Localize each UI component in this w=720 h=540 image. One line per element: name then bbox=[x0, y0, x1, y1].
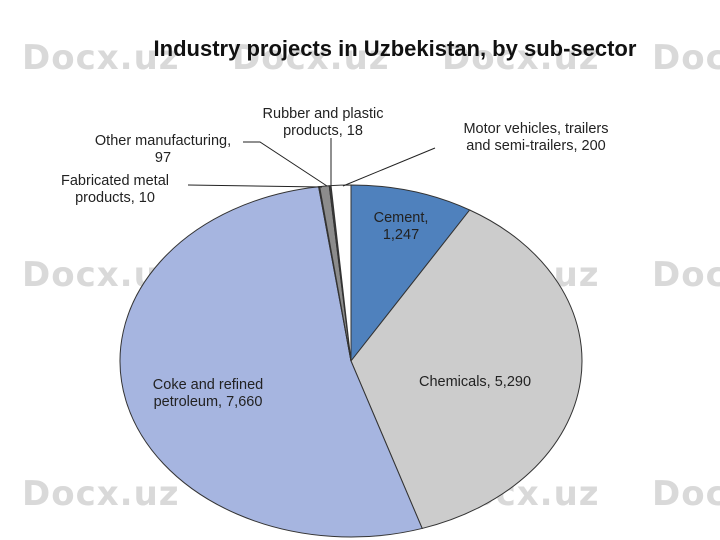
watermark: Docx.uz bbox=[652, 474, 720, 514]
watermark: Docx.uz bbox=[442, 38, 600, 78]
leader-line bbox=[243, 141, 328, 187]
slice-label: Fabricated metal products, 10 bbox=[61, 173, 169, 206]
slice-label: Other manufacturing, 97 bbox=[95, 133, 231, 166]
pie-slice bbox=[119, 186, 423, 538]
watermark: Docx.uz bbox=[22, 474, 180, 514]
watermark: Docx.uz bbox=[652, 255, 720, 295]
slice-label: Motor vehicles, trailers and semi-trailer… bbox=[463, 121, 608, 154]
chart-title: Industry projects in Uzbekistan, by sub-… bbox=[153, 36, 637, 61]
slice-label: Coke and refined petroleum, 7,660 bbox=[153, 377, 263, 410]
slice-label: Chemicals, 5,290 bbox=[419, 374, 531, 390]
pie-slice bbox=[350, 184, 471, 363]
leader-line bbox=[187, 184, 323, 188]
leader-line bbox=[342, 147, 436, 187]
slice-label: Rubber and plastic products, 18 bbox=[263, 106, 384, 139]
slice-label: Cement, 1,247 bbox=[374, 210, 429, 243]
watermark: Docx.uz bbox=[652, 38, 720, 78]
watermark: Docx.uz bbox=[232, 38, 390, 78]
watermark: Docx.uz bbox=[22, 38, 180, 78]
pie-slice bbox=[350, 209, 583, 530]
